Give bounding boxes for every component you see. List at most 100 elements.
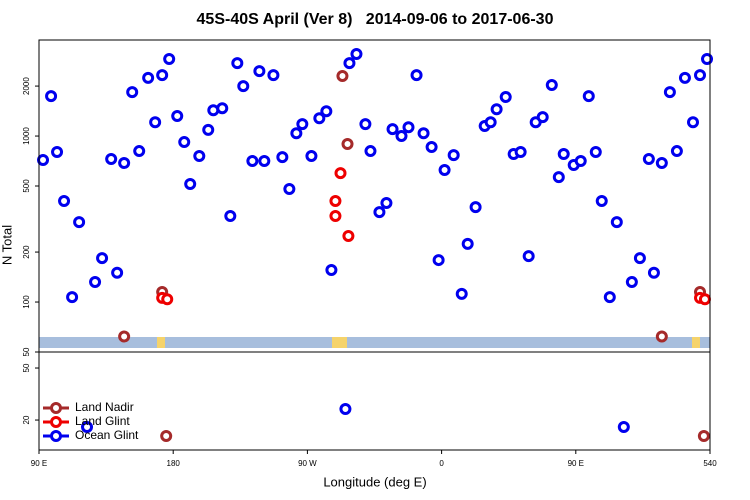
point <box>313 112 326 125</box>
point <box>625 276 638 289</box>
point <box>320 105 333 118</box>
point <box>698 293 711 306</box>
point <box>231 57 244 70</box>
point <box>258 155 271 168</box>
chart-title: 45S-40S April (Ver 8) 2014-09-06 to 2017… <box>197 11 554 28</box>
point <box>410 69 423 82</box>
point <box>329 209 342 222</box>
point <box>126 86 139 99</box>
point <box>417 127 430 140</box>
point <box>73 216 86 229</box>
point <box>655 330 668 343</box>
point <box>359 118 372 131</box>
point <box>89 276 102 289</box>
point <box>341 138 354 151</box>
point <box>364 145 377 158</box>
point <box>45 90 58 103</box>
point <box>395 130 408 143</box>
point <box>329 195 342 208</box>
x-tick-label: 180 <box>167 459 181 468</box>
point <box>402 121 415 134</box>
point <box>224 209 237 222</box>
point <box>438 164 451 177</box>
y-tick-label: 50 <box>22 363 31 372</box>
point <box>305 150 318 163</box>
point <box>697 429 710 442</box>
land-band <box>332 337 347 348</box>
point <box>171 110 184 123</box>
point <box>522 250 535 263</box>
point <box>216 102 229 115</box>
legend-marker <box>50 402 62 414</box>
point <box>455 287 468 300</box>
point <box>163 53 176 66</box>
x-tick-label: 90 E <box>31 459 47 468</box>
coverage-band <box>39 337 710 348</box>
point <box>642 153 655 166</box>
land-band <box>692 337 700 348</box>
point <box>118 157 131 170</box>
point <box>66 291 79 304</box>
y-tick-label: 500 <box>22 179 31 193</box>
point <box>246 155 259 168</box>
point <box>156 69 169 82</box>
point <box>461 237 474 250</box>
point <box>81 420 94 433</box>
point <box>51 146 64 159</box>
x-tick-label: 540 <box>703 459 717 468</box>
point <box>701 53 714 66</box>
point <box>484 116 497 129</box>
point <box>373 206 386 219</box>
point <box>193 150 206 163</box>
point <box>276 151 289 164</box>
point <box>336 70 349 83</box>
point <box>290 127 303 140</box>
point <box>574 155 587 168</box>
point <box>647 266 660 279</box>
point <box>386 123 399 136</box>
point <box>589 146 602 159</box>
point <box>582 90 595 103</box>
point <box>253 65 266 78</box>
y-tick-label: 200 <box>22 245 31 259</box>
point <box>552 171 565 184</box>
legend-label: Ocean Glint <box>75 428 139 442</box>
legend-label: Land Nadir <box>75 400 134 414</box>
point <box>694 69 707 82</box>
point <box>610 216 623 229</box>
point <box>118 330 131 343</box>
point <box>160 429 173 442</box>
point <box>425 141 438 154</box>
y-axis-label: N Total <box>0 225 14 265</box>
point <box>202 123 215 136</box>
lower-frame <box>38 351 711 451</box>
point <box>603 291 616 304</box>
y-tick-label: 20 <box>22 415 31 424</box>
point <box>514 146 527 159</box>
point <box>678 71 691 84</box>
point <box>617 420 630 433</box>
legend-label: Land Glint <box>75 414 130 428</box>
point <box>283 182 296 195</box>
point <box>663 86 676 99</box>
point <box>334 167 347 180</box>
point <box>296 118 309 131</box>
x-tick-label: 90 W <box>298 459 317 468</box>
point <box>633 252 646 265</box>
point <box>96 252 109 265</box>
y-tick-label: 1000 <box>22 127 31 145</box>
point <box>499 90 512 103</box>
y-tick-label: 2000 <box>22 77 31 95</box>
point <box>490 103 503 116</box>
legend-marker <box>50 430 62 442</box>
point <box>557 148 570 161</box>
point <box>595 195 608 208</box>
point <box>111 266 124 279</box>
point <box>339 402 352 415</box>
point <box>687 116 700 129</box>
point <box>343 57 356 70</box>
point <box>149 116 162 129</box>
marks <box>37 48 714 442</box>
